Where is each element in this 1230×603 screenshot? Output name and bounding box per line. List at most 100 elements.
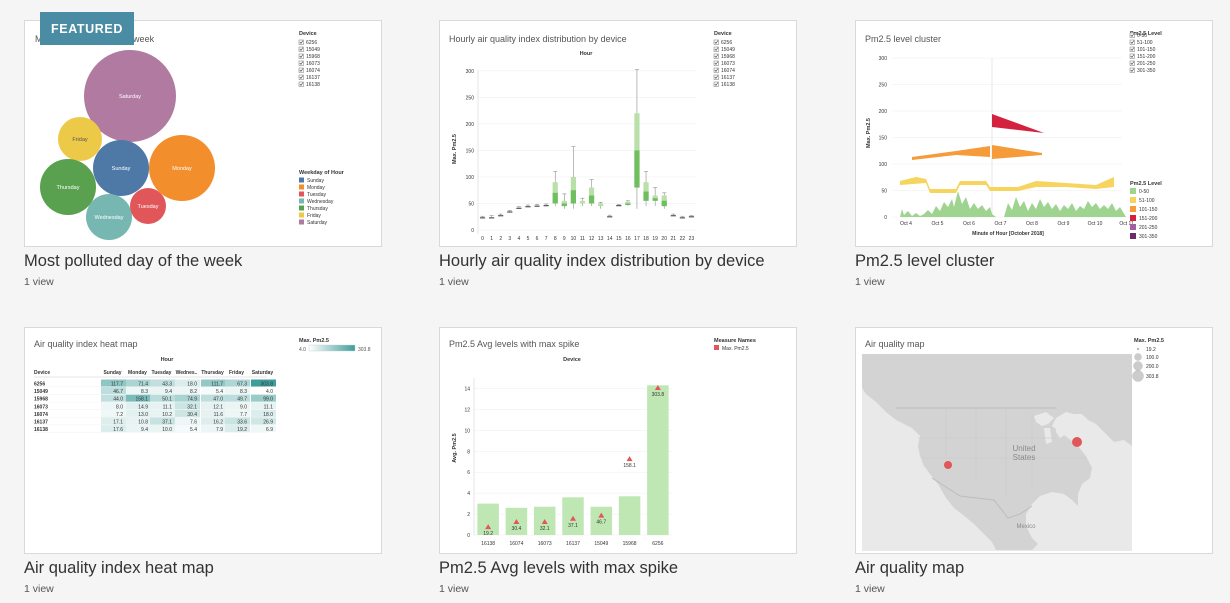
size-legend-value-1: 19.2 [1146, 347, 1156, 353]
x-tick-label: 10 [571, 236, 577, 242]
checkbox[interactable] [298, 46, 304, 52]
y-tick-label: 2 [467, 512, 470, 518]
box-lower [652, 198, 658, 201]
heat-cell-value: 303.8 [260, 382, 273, 388]
card-title[interactable]: Air quality index heat map [24, 559, 214, 577]
legend-swatch [299, 191, 304, 197]
legend-swatch [299, 212, 304, 218]
box [579, 200, 586, 204]
level-legend-title: Pm2.5 Level [1130, 181, 1162, 187]
bubble-monday [149, 135, 215, 201]
bubble-label-friday: Friday [72, 137, 88, 143]
checkbox[interactable] [1129, 39, 1135, 45]
heat-cell-value: 44.0 [113, 397, 123, 403]
heat-cell [251, 402, 276, 410]
checkbox[interactable] [298, 81, 304, 87]
x-axis-label: Minute of Hour [October 2018] [972, 231, 1044, 237]
checkbox[interactable] [298, 60, 304, 66]
y-tick-label: 100 [879, 162, 888, 168]
heat-cell-value: 4.0 [266, 389, 273, 395]
column-header: Friday [229, 370, 244, 376]
heat-cell-value: 19.2 [237, 427, 247, 433]
card-title[interactable]: Most polluted day of the week [24, 252, 243, 270]
heat-cell [175, 409, 200, 417]
bubble-wednesday [86, 194, 132, 240]
size-legend-dot-4 [1132, 370, 1144, 382]
check-icon [299, 61, 304, 65]
heat-cell [150, 417, 175, 425]
heat-cell [201, 417, 226, 425]
checkbox[interactable] [298, 39, 304, 45]
x-tick-label: Oct 4 [900, 221, 912, 227]
bubble-label-sunday: Sunday [112, 166, 131, 172]
checkbox[interactable] [713, 81, 719, 87]
heat-cell-value: 43.3 [162, 382, 172, 388]
card-title[interactable]: Pm2.5 level cluster [855, 252, 995, 270]
x-tick-label: 21 [671, 236, 677, 242]
thumbnail-bubble-chart[interactable]: Most polluted day of the week Saturday M… [24, 20, 382, 247]
column-header: Wednes.. [176, 370, 198, 376]
checkbox[interactable] [713, 46, 719, 52]
box-lower [643, 191, 649, 201]
filter-option-label: 16138 [306, 82, 320, 88]
color-legend-min: 4.0 [299, 347, 306, 353]
checkbox[interactable] [298, 67, 304, 73]
bubble-tuesday [130, 188, 166, 224]
heat-cell-value: 117.7 [111, 382, 123, 388]
checkbox[interactable] [1129, 60, 1135, 66]
box [525, 206, 531, 208]
checkbox[interactable] [713, 60, 719, 66]
y-tick-label: 250 [879, 83, 888, 89]
card-title[interactable]: Hourly air quality index distribution by… [439, 252, 765, 270]
heat-cell-value: 47.0 [213, 397, 223, 403]
check-icon [714, 40, 719, 44]
check-icon [299, 54, 304, 58]
checkbox[interactable] [298, 53, 304, 59]
heat-cell [101, 379, 126, 387]
legend-swatch [1130, 224, 1136, 230]
lake-huron [1056, 424, 1066, 438]
x-tick-label: 14 [607, 236, 613, 242]
x-axis: 16138 16074 16073 16137 15049 15968 6256 [481, 541, 663, 547]
legend-label: Saturday [307, 220, 328, 226]
heat-cell-value: 8.3 [240, 389, 247, 395]
box-lower [625, 203, 631, 206]
legend-swatch [299, 184, 304, 190]
heat-cell-value: 7.2 [116, 412, 123, 418]
checkbox[interactable] [713, 39, 719, 45]
checkbox[interactable] [1129, 53, 1135, 59]
checkbox[interactable] [713, 53, 719, 59]
checkbox[interactable] [1129, 67, 1135, 73]
thumbnail-map[interactable]: United States Mexico Air quality map Max… [855, 327, 1213, 554]
filter-option-label: 16074 [721, 68, 735, 74]
checkbox[interactable] [713, 67, 719, 73]
heat-cell [175, 379, 200, 387]
thumbnail-area-chart[interactable]: Pm2.5 level cluster Max. Pm2.5 300 250 200… [855, 20, 1213, 247]
lake-michigan [1044, 428, 1052, 444]
box [607, 216, 613, 218]
heat-cell [101, 394, 126, 402]
heat-cell [201, 402, 226, 410]
max-label: 303.8 [652, 392, 665, 398]
filter-option-label: 16137 [306, 75, 320, 81]
filter-option-label: 15968 [721, 54, 735, 60]
card-title[interactable]: Air quality map [855, 559, 965, 577]
checkbox[interactable] [1129, 46, 1135, 52]
measure-legend-title: Measure Names [714, 338, 756, 344]
thumbnail-heat-map[interactable]: Air quality index heat map Max. Pm2.5 4.… [24, 327, 382, 554]
checkbox[interactable] [713, 74, 719, 80]
marker-california[interactable] [944, 461, 952, 469]
heat-cell [201, 387, 226, 395]
card-title[interactable]: Pm2.5 Avg levels with max spike [439, 559, 679, 577]
filter-option-label: 16137 [721, 75, 735, 81]
color-ramp [308, 344, 356, 352]
marker-chicago[interactable] [1072, 437, 1082, 447]
thumbnail-bar-chart[interactable]: Pm2.5 Avg levels with max spike Device A… [439, 327, 797, 554]
y-tick-label: 12 [464, 407, 470, 413]
checkbox[interactable] [1129, 32, 1135, 38]
checkbox[interactable] [298, 74, 304, 80]
thumbnail-box-plot[interactable]: Hourly air quality index distribution by… [439, 20, 797, 247]
